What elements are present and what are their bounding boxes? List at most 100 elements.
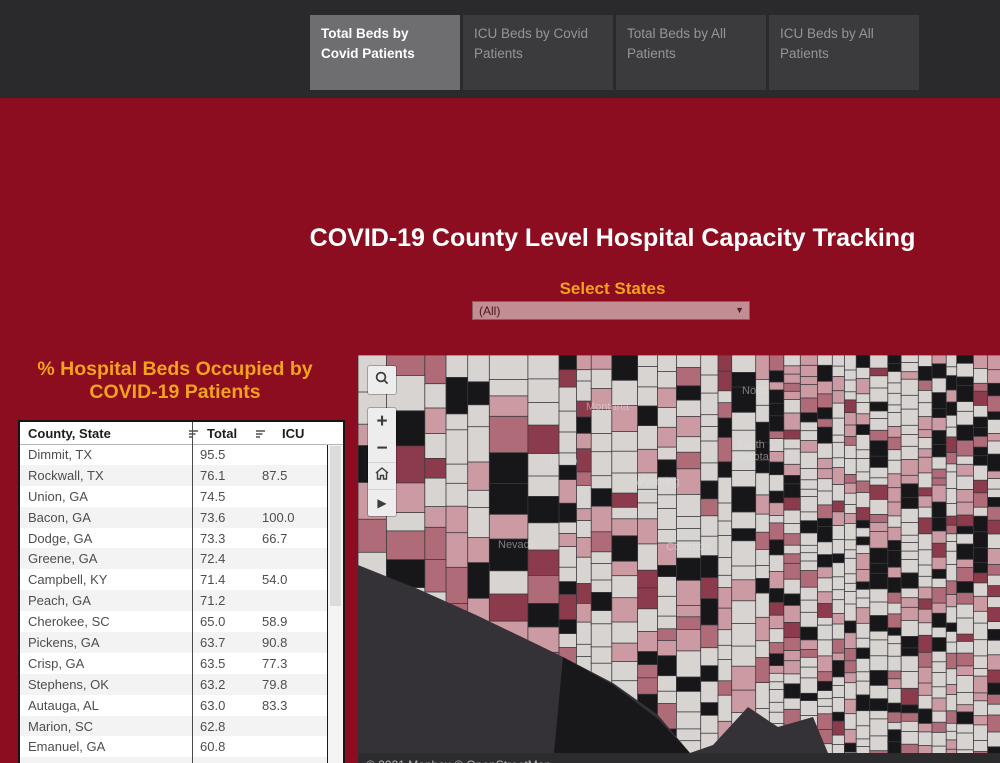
minus-icon: − — [376, 438, 388, 459]
state-filter-dropdown[interactable]: (All) ▼ — [472, 301, 750, 320]
cell-county-state: Peach, GA — [28, 593, 91, 609]
table-row[interactable]: Crisp, GA 63.5 77.3 — [20, 652, 327, 674]
table-body: Dimmit, TX 95.5 Rockwall, TX 76.1 87.5 U… — [20, 444, 327, 763]
cell-total-pct: 73.3 — [200, 530, 226, 546]
column-header-county[interactable]: County, State — [28, 425, 111, 441]
cell-total-pct: 76.1 — [200, 467, 226, 483]
table-row[interactable]: Dimmit, TX 95.5 — [20, 444, 327, 465]
cell-county-state: Autauga, AL — [28, 697, 99, 713]
cell-total-pct: 74.5 — [200, 488, 226, 504]
tab-label: ICU Beds by Covid Patients — [474, 26, 589, 62]
pan-tool-button[interactable]: ▶ — [368, 489, 396, 516]
cell-total-pct: 63.7 — [200, 634, 226, 650]
cell-icu-pct: 54.0 — [262, 572, 288, 588]
cell-county-state: Rockwall, TX — [28, 467, 104, 483]
zoom-out-button[interactable]: − — [368, 435, 396, 462]
dashboard-tab[interactable]: Total Beds by All Patients — [616, 15, 766, 90]
table-row[interactable]: Autauga, AL 63.0 83.3 — [20, 694, 327, 716]
table-scrollbar[interactable] — [327, 444, 343, 763]
cell-icu-pct: 79.8 — [262, 676, 288, 692]
column-divider — [192, 422, 193, 763]
state-filter-label: Select States — [559, 279, 666, 298]
cell-icu-pct: 83.3 — [262, 697, 288, 713]
table-row[interactable]: Bacon, GA 73.6 100.0 — [20, 506, 327, 528]
tab-strip: Total Beds by Covid Patients ICU Beds by… — [310, 15, 919, 90]
state-filter-value: (All) — [479, 303, 501, 318]
cell-total-pct: 62.8 — [200, 718, 226, 734]
cell-county-state: Dodge, GA — [28, 530, 93, 546]
cell-total-pct: 60.7 — [192, 760, 252, 763]
cell-total-pct: 72.4 — [200, 551, 226, 567]
sort-icon[interactable] — [255, 427, 266, 442]
cell-total-pct: 71.4 — [200, 572, 226, 588]
column-header-total[interactable]: Total — [207, 425, 238, 441]
scrollbar-thumb[interactable] — [330, 446, 341, 606]
dashboard-tab[interactable]: ICU Beds by All Patients — [769, 15, 919, 90]
table-row[interactable]: Dodge, GA 73.3 66.7 — [20, 527, 327, 549]
county-choropleth-map[interactable]: Montana Idaho Wyoming North South Dakota… — [358, 355, 1000, 763]
table-row[interactable]: Greene, GA 72.4 — [20, 548, 327, 570]
page-title: COVID-19 County Level Hospital Capacity … — [309, 224, 916, 252]
home-icon — [374, 466, 390, 486]
table-row[interactable]: Cherokee, SC 65.0 58.9 — [20, 611, 327, 633]
table-row[interactable]: Marion, SC 62.8 — [20, 715, 327, 737]
cell-county-state: Cherokee, SC — [28, 614, 110, 630]
cell-county-state: Dimmit, TX — [28, 446, 93, 462]
top-tab-bar: Total Beds by Covid Patients ICU Beds by… — [0, 0, 1000, 98]
cell-total-pct: 60.8 — [200, 739, 226, 755]
map-search-button[interactable] — [368, 366, 396, 394]
cell-icu-pct: 90.8 — [262, 634, 288, 650]
tab-label: ICU Beds by All Patients — [780, 26, 874, 62]
search-icon — [374, 370, 390, 391]
cell-county-state: Pickens, GA — [28, 634, 100, 650]
cell-total-pct: 73.6 — [200, 509, 226, 525]
cell-icu-pct: 66.7 — [262, 530, 288, 546]
table-row[interactable]: Union, GA 74.5 — [20, 485, 327, 507]
chevron-down-icon[interactable]: ▼ — [735, 305, 744, 315]
table-row[interactable]: Rockwall, TX 76.1 87.5 — [20, 464, 327, 486]
column-header-icu[interactable]: ICU — [282, 425, 305, 441]
county-table: County, State Total ICU Dimmit, TX 95.5 — [18, 420, 345, 763]
cell-icu-pct: 100.0 — [262, 509, 295, 525]
plus-icon: + — [376, 411, 388, 432]
cell-county-state: Stephens, OK — [28, 676, 109, 692]
table-row[interactable]: Pickens, GA 63.7 90.8 — [20, 632, 327, 653]
tab-label: Total Beds by All Patients — [627, 26, 727, 62]
cell-county-state: Emanuel, GA — [28, 739, 106, 755]
cell-county-state: Crisp, GA — [28, 655, 85, 671]
table-row[interactable]: Evans, GA 60.7 — [20, 757, 327, 763]
cell-total-pct: 71.2 — [200, 593, 226, 609]
table-row[interactable]: Peach, GA 71.2 — [20, 590, 327, 612]
cell-county-state: Greene, GA — [28, 551, 98, 567]
map-attribution[interactable]: © 2021 Mapbox © OpenStreetMap — [358, 753, 1000, 763]
cell-county-state: Campbell, KY — [28, 572, 108, 588]
map-canvas[interactable] — [358, 355, 1000, 753]
zoom-in-button[interactable]: + — [368, 408, 396, 435]
table-row[interactable]: Emanuel, GA 60.8 — [20, 736, 327, 758]
zoom-home-button[interactable] — [368, 462, 396, 489]
cell-county-state: Evans, GA — [20, 760, 192, 763]
table-row[interactable]: Stephens, OK 63.2 79.8 — [20, 673, 327, 695]
cell-county-state: Bacon, GA — [28, 509, 91, 525]
cell-total-pct: 63.5 — [200, 655, 226, 671]
arrow-right-icon: ▶ — [377, 496, 387, 510]
map-zoom-toolbar: + − ▶ — [368, 408, 396, 516]
cell-total-pct: 95.5 — [200, 446, 226, 462]
dashboard-tab[interactable]: ICU Beds by Covid Patients — [463, 15, 613, 90]
dashboard-body: COVID-19 County Level Hospital Capacity … — [0, 98, 1000, 763]
cell-total-pct: 63.0 — [200, 697, 226, 713]
cell-icu-pct: 77.3 — [262, 655, 288, 671]
dashboard-tab[interactable]: Total Beds by Covid Patients — [310, 15, 460, 90]
tab-label: Total Beds by Covid Patients — [321, 26, 415, 62]
cell-total-pct: 63.2 — [200, 676, 226, 692]
sort-icon[interactable] — [188, 427, 199, 442]
table-row[interactable]: Campbell, KY 71.4 54.0 — [20, 569, 327, 591]
cell-county-state: Marion, SC — [28, 718, 94, 734]
cell-total-pct: 65.0 — [200, 614, 226, 630]
cell-county-state: Union, GA — [28, 488, 88, 504]
cell-icu-pct: 87.5 — [262, 467, 288, 483]
table-title: % Hospital Beds Occupied by COVID-19 Pat… — [37, 358, 313, 403]
table-header-row: County, State Total ICU — [20, 422, 343, 445]
cell-icu-pct: 58.9 — [262, 614, 288, 630]
